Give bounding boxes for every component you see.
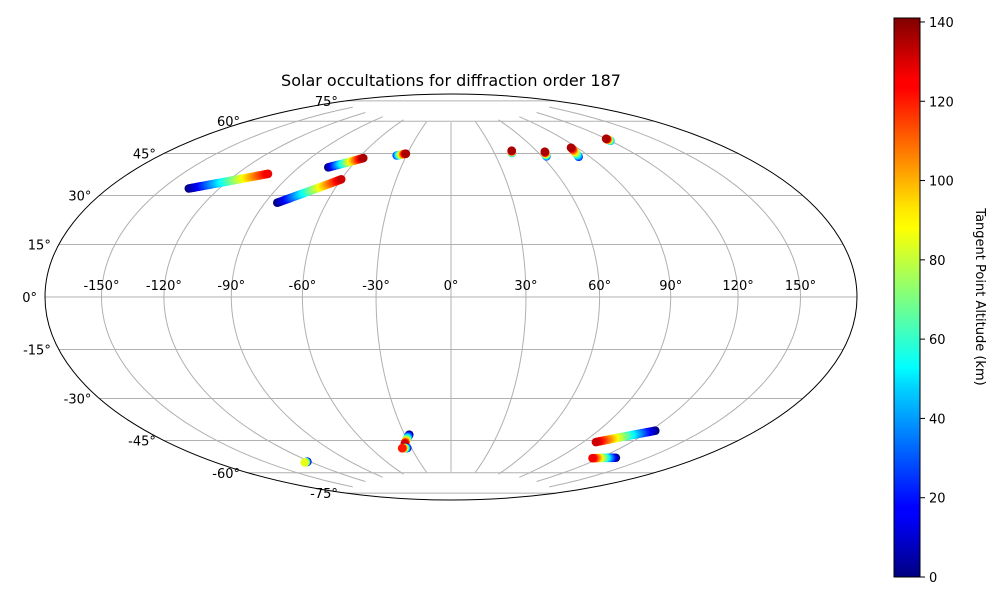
longitude-tick-label: 0° — [444, 279, 459, 294]
meridian-line — [375, 121, 428, 473]
latitude-tick-label: 30° — [68, 190, 91, 205]
meridian-line — [498, 119, 601, 475]
latitude-tick-label: -45° — [128, 435, 156, 450]
meridian-line — [519, 116, 672, 478]
occultation-point — [401, 149, 411, 158]
occultation-point — [507, 146, 516, 155]
colorbar: 0 20 40 60 80 100 120 140 Tangent Point Altitud… — [893, 16, 987, 586]
latitude-tick-label: 60° — [217, 115, 240, 130]
longitude-tick-label: 60° — [588, 279, 611, 294]
chart-title: Solar occultations for diffraction order… — [281, 71, 621, 90]
colorbar-tick-label: 40 — [929, 412, 946, 427]
longitude-tick-label: 150° — [785, 279, 816, 294]
longitude-tick-label: 120° — [722, 279, 753, 294]
colorbar-label: Tangent Point Altitude (km) — [972, 207, 987, 385]
occultation-point — [601, 134, 611, 144]
meridian-line — [163, 112, 366, 482]
colorbar-tick-label: 100 — [929, 175, 954, 190]
meridian-line — [230, 116, 383, 478]
occultation-point — [263, 169, 273, 179]
longitude-tick-label: 30° — [514, 279, 537, 294]
meridian-line — [100, 106, 353, 488]
meridian-line — [549, 106, 802, 488]
longitude-tick-label: -30° — [362, 279, 390, 294]
latitude-tick-label: -75° — [310, 487, 338, 502]
occultation-point — [336, 174, 346, 184]
longitude-tick-label: -90° — [217, 279, 245, 294]
longitude-tick-label: -60° — [289, 279, 317, 294]
latitude-tick-label: -60° — [212, 467, 240, 482]
occultation-point — [588, 453, 597, 463]
meridian-line — [301, 119, 404, 475]
colorbar-gradient — [893, 17, 921, 578]
graticule — [45, 100, 857, 494]
latitude-tick-label: 75° — [315, 95, 338, 110]
occultation-points — [184, 134, 660, 467]
longitude-tick-labels: -150° -120° -90° -60° -30° 0° 30° 60° 90° 120° 150… — [83, 279, 816, 294]
longitude-tick-label: 90° — [659, 279, 682, 294]
latitude-tick-label: -15° — [23, 344, 51, 359]
occultation-point — [540, 147, 550, 157]
occultation-point — [358, 153, 368, 163]
occultation-point — [566, 143, 576, 152]
latitude-tick-label: 45° — [133, 147, 156, 162]
latitude-tick-labels: -75° -60° -45° -30° -15° 0° 15° 30° 45° 60° 75° — [22, 95, 338, 502]
colorbar-ticks: 0 20 40 60 80 100 120 140 — [920, 16, 954, 586]
longitude-tick-label: -150° — [83, 279, 119, 294]
map-boundary — [44, 93, 858, 501]
occultation-point — [300, 458, 309, 467]
colorbar-tick-label: 20 — [929, 492, 946, 507]
occultation-point — [591, 437, 601, 447]
latitude-tick-label: 0° — [22, 291, 37, 306]
colorbar-tick-label: 140 — [929, 16, 954, 31]
meridian-line — [474, 121, 527, 473]
latitude-tick-label: 15° — [28, 238, 51, 253]
latitude-tick-label: -30° — [64, 393, 92, 408]
colorbar-tick-label: 0 — [929, 571, 937, 586]
longitude-tick-label: -120° — [146, 279, 182, 294]
colorbar-tick-label: 60 — [929, 333, 946, 348]
colorbar-tick-label: 120 — [929, 95, 954, 110]
occultation-point — [397, 443, 407, 453]
colorbar-tick-label: 80 — [929, 254, 946, 269]
